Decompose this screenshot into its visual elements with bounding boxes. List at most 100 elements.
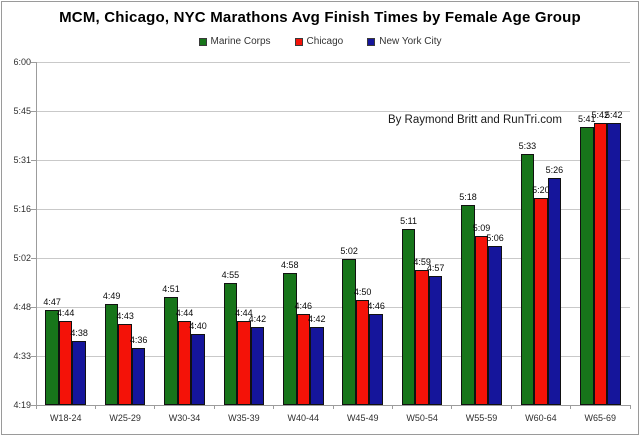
y-tick-mark <box>31 355 36 357</box>
x-tick-mark <box>273 405 275 409</box>
x-tick-mark <box>629 405 631 409</box>
bar-value-label: 4:49 <box>102 290 121 301</box>
bar-value-label: 5:02 <box>340 246 358 257</box>
legend-marker-blue-icon <box>367 37 376 46</box>
y-tick-mark <box>31 61 36 63</box>
y-tick-mark <box>31 159 36 161</box>
y-axis-line <box>36 62 37 406</box>
bar-new-york-city-w40-44 <box>310 327 324 405</box>
x-axis-line <box>36 405 630 406</box>
x-axis-category-label: W25-29 <box>109 413 141 423</box>
bar-chicago-w25-29 <box>118 324 132 405</box>
bar-chicago-w45-49 <box>355 300 370 405</box>
x-axis-category-label: W45-49 <box>346 413 379 423</box>
bar-marine-corps-w40-44 <box>283 272 297 405</box>
gridline <box>36 110 630 112</box>
bar-marine-corps-w60-64 <box>520 153 535 405</box>
legend-item-new-york-city: New York City <box>367 36 441 47</box>
bar-value-label: 4:51 <box>162 283 180 294</box>
bar-chicago-w60-64 <box>534 198 548 405</box>
chart-title: MCM, Chicago, NYC Marathons Avg Finish T… <box>59 9 581 26</box>
legend-marker-green-icon <box>198 37 207 46</box>
y-tick-label: 5:31 <box>13 154 31 165</box>
bar-marine-corps-w35-39 <box>223 283 238 405</box>
legend: Marine Corps Chicago New York City <box>0 36 640 47</box>
y-tick-mark <box>31 110 36 112</box>
bar-chicago-w30-34 <box>177 320 192 405</box>
x-tick-mark <box>391 405 393 409</box>
y-tick-label: 4:48 <box>13 301 31 312</box>
legend-item-chicago: Chicago <box>294 36 344 47</box>
bar-new-york-city-w55-59 <box>488 245 502 405</box>
bar-value-label: 5:11 <box>400 215 418 226</box>
bar-value-label: 5:33 <box>518 140 537 151</box>
x-tick-mark <box>451 405 453 409</box>
bar-value-label: 5:41 <box>578 113 596 124</box>
bar-value-label: 5:20 <box>532 185 550 196</box>
bar-value-label: 4:44 <box>56 307 75 318</box>
bar-new-york-city-w65-69 <box>607 123 621 405</box>
bar-value-label: 4:43 <box>116 311 134 321</box>
x-axis-category-label: W50-54 <box>406 413 438 423</box>
bar-value-label: 4:38 <box>70 328 88 339</box>
bar-marine-corps-w50-54 <box>401 228 416 405</box>
y-tick-mark <box>31 306 36 308</box>
x-tick-mark <box>510 405 512 409</box>
legend-label: Chicago <box>306 36 344 47</box>
x-tick-mark <box>154 405 156 409</box>
x-axis-category-label: W60-64 <box>525 413 557 423</box>
gridline <box>36 159 630 161</box>
bar-value-label: 4:44 <box>175 307 194 318</box>
bar-chicago-w55-59 <box>474 235 489 405</box>
bar-value-label: 4:44 <box>235 307 253 318</box>
bar-chicago-w18-24 <box>58 320 73 405</box>
bar-value-label: 4:46 <box>367 300 385 311</box>
bar-new-york-city-w60-64 <box>547 177 562 405</box>
bar-value-label: 5:18 <box>459 191 477 202</box>
bar-marine-corps-w65-69 <box>580 126 594 405</box>
bar-new-york-city-w30-34 <box>191 334 205 405</box>
bar-value-label: 4:58 <box>281 259 299 270</box>
y-tick-label: 4:33 <box>13 350 31 361</box>
bar-new-york-city-w50-54 <box>428 276 443 405</box>
gridline <box>36 208 630 210</box>
bar-marine-corps-w18-24 <box>45 310 59 405</box>
bar-value-label: 4:59 <box>413 256 431 267</box>
bar-new-york-city-w18-24 <box>72 341 86 405</box>
x-axis-category-label: W65-69 <box>584 413 617 423</box>
bar-value-label: 5:42 <box>605 110 623 121</box>
bar-chicago-w35-39 <box>237 320 251 405</box>
gridline <box>36 355 630 357</box>
bar-marine-corps-w55-59 <box>461 204 475 405</box>
legend-item-marine-corps: Marine Corps <box>198 36 271 47</box>
bar-chicago-w40-44 <box>296 313 311 405</box>
bar-marine-corps-w30-34 <box>164 296 178 405</box>
bar-new-york-city-w35-39 <box>250 327 265 405</box>
legend-marker-red-icon <box>294 37 303 46</box>
bar-value-label: 5:09 <box>472 222 491 233</box>
y-tick-label: 5:02 <box>13 252 31 263</box>
bar-value-label: 5:26 <box>545 164 564 175</box>
bar-value-label: 5:06 <box>486 232 504 243</box>
legend-label: New York City <box>379 36 442 47</box>
bar-value-label: 4:57 <box>426 263 445 274</box>
bar-value-label: 4:42 <box>248 314 267 325</box>
gridline <box>36 306 630 308</box>
x-tick-mark <box>570 405 572 409</box>
x-tick-mark <box>35 405 37 409</box>
bar-value-label: 4:55 <box>221 270 240 281</box>
bar-chicago-w50-54 <box>415 269 429 405</box>
x-tick-mark <box>94 405 96 409</box>
credit-text: By Raymond Britt and RunTri.com <box>387 114 562 126</box>
bar-marine-corps-w25-29 <box>104 303 119 405</box>
gridline <box>36 61 630 63</box>
y-tick-label: 5:45 <box>13 105 31 116</box>
bar-value-label: 5:42 <box>591 110 610 121</box>
y-tick-mark <box>31 257 36 259</box>
bar-new-york-city-w25-29 <box>131 347 146 405</box>
bar-value-label: 4:40 <box>189 321 207 332</box>
bar-new-york-city-w45-49 <box>369 313 383 405</box>
x-axis-category-label: W35-39 <box>228 413 260 423</box>
y-tick-label: 6:00 <box>13 56 31 67</box>
